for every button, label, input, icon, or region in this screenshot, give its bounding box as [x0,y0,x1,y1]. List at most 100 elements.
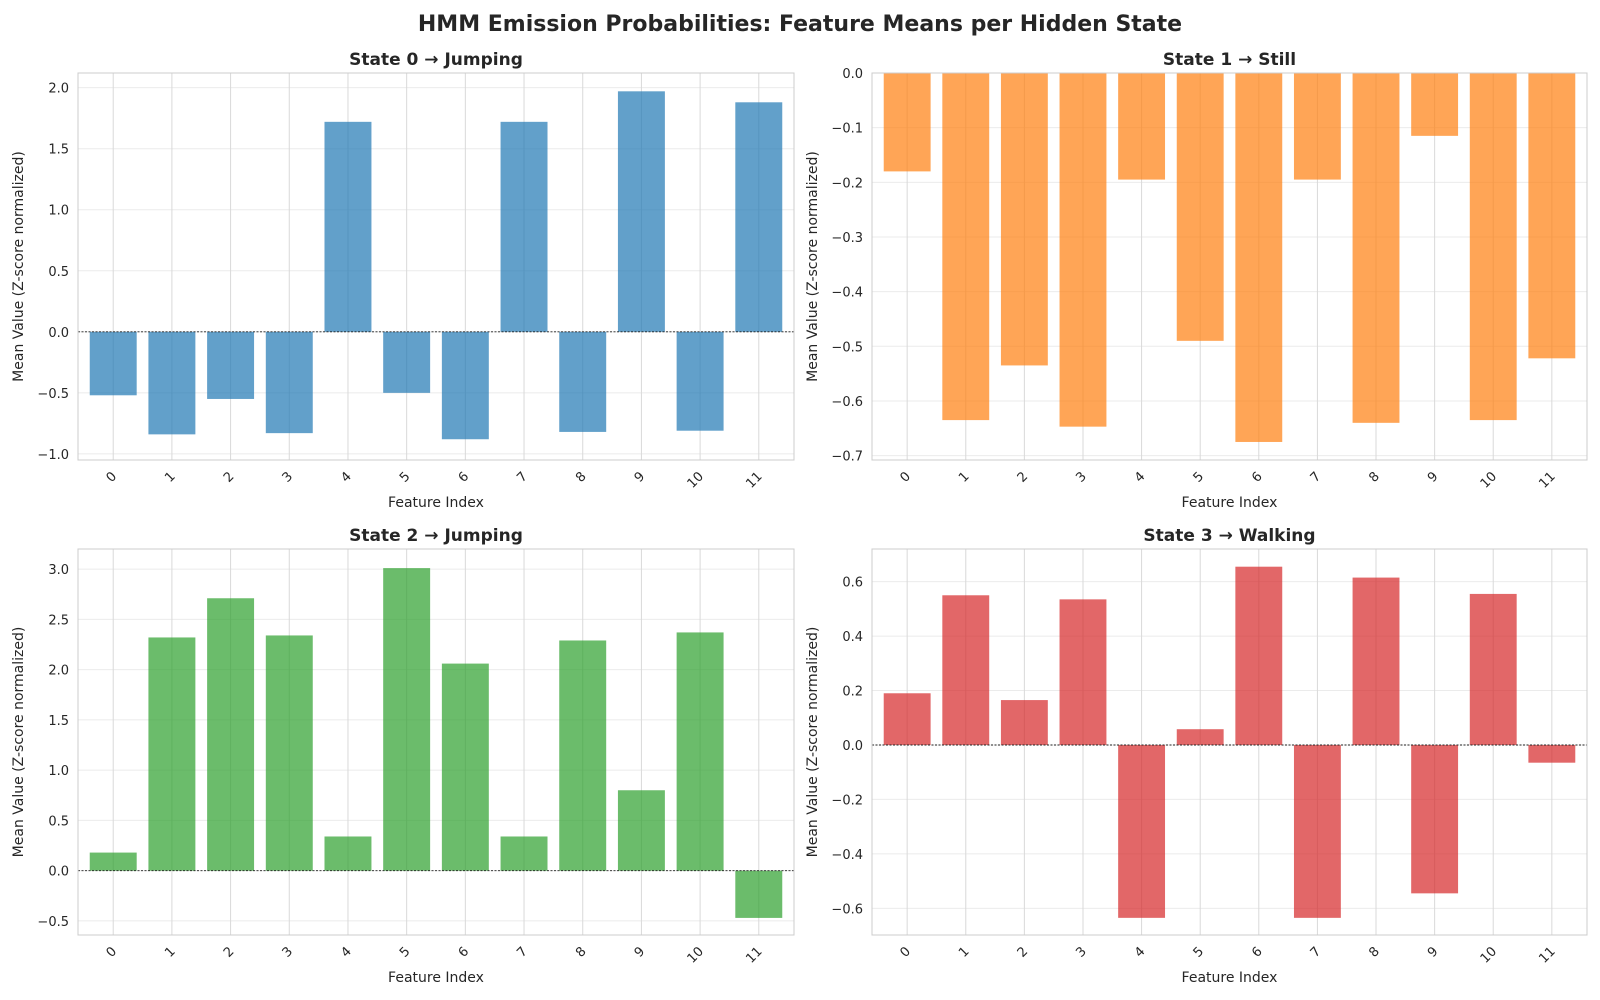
bar-feature-1 [942,73,990,421]
x-tick-label: 8 [573,469,589,485]
bar-feature-6 [1235,73,1283,442]
bar-feature-10 [676,632,724,871]
x-tick-label: 11 [743,469,765,491]
bar-feature-8 [1352,73,1400,423]
bar-feature-4 [1118,73,1166,180]
x-tick-label: 4 [1132,469,1148,485]
x-tick-label: 0 [104,944,120,960]
y-tick-label: 1.5 [48,143,69,158]
bar-feature-5 [1176,73,1224,341]
y-tick-label: 0.5 [48,265,69,280]
y-tick-label: 0.4 [842,630,863,645]
bar-feature-1 [148,331,196,435]
y-tick-label: 1.0 [48,204,69,219]
y-tick-label: 0.0 [48,865,69,880]
bar-feature-3 [265,331,313,434]
x-tick-label: 1 [162,944,178,960]
x-tick-label: 6 [1249,469,1265,485]
bar-feature-2 [207,331,255,399]
x-tick-label: 5 [397,469,413,485]
y-tick-label: −0.4 [831,286,863,301]
y-tick-label: 1.5 [48,714,69,729]
bar-feature-9 [1411,73,1459,136]
y-tick-label: −0.6 [831,395,863,410]
chart-panel-3: −0.6 −0.4 −0.2 0.0 0.2 0.4 0.6 0 1 2 3 4 5 6 7 8 9 10 11 St… [805,526,1588,986]
x-tick-label: 0 [898,469,914,485]
y-tick-label: 0.0 [842,67,863,82]
x-tick-label: 11 [1536,944,1558,966]
x-axis-label: Feature Index [388,495,484,511]
x-tick-label: 4 [338,944,354,960]
x-tick-label: 10 [1478,944,1500,966]
x-tick-label: 8 [573,944,589,960]
y-tick-label: −0.5 [37,915,69,930]
bar-feature-10 [1469,593,1517,745]
x-tick-label: 2 [1015,469,1031,485]
x-tick-label: 11 [743,944,765,966]
y-tick-label: −0.4 [831,848,863,863]
x-tick-label: 6 [1249,944,1265,960]
panel-title: State 2 → Jumping [349,526,523,546]
x-tick-label: 1 [956,469,972,485]
bar-feature-4 [324,836,372,871]
x-tick-label: 0 [104,469,120,485]
bar-feature-11 [1528,744,1576,763]
bar-feature-5 [1176,729,1224,745]
plot-frame [871,548,1588,936]
y-tick-label: 0.6 [842,576,863,591]
panel-title: State 3 → Walking [1143,526,1315,546]
bar-feature-8 [559,640,607,871]
plot-frame [871,72,1588,461]
y-axis-label: Mean Value (Z-score normalized) [11,627,27,858]
x-tick-label: 9 [632,469,648,485]
y-tick-label: −1.0 [37,448,69,463]
x-tick-label: 7 [1308,469,1324,485]
x-axis-label: Feature Index [388,970,484,986]
bar-feature-8 [559,331,607,432]
bar-feature-0 [883,73,931,172]
bar-feature-5 [383,331,431,393]
y-tick-label: 2.0 [48,82,69,97]
y-tick-label: −0.2 [831,793,863,808]
y-tick-label: 0.2 [842,685,863,700]
x-tick-label: 0 [898,944,914,960]
y-tick-label: −0.6 [831,902,863,917]
x-tick-label: 2 [221,469,237,485]
x-tick-label: 2 [221,944,237,960]
bar-feature-0 [883,693,931,745]
x-tick-label: 10 [685,469,707,491]
panel-title: State 1 → Still [1163,50,1296,70]
x-tick-label: 1 [162,469,178,485]
plot-area [872,73,1587,460]
bar-feature-7 [1293,73,1341,180]
bar-feature-6 [1235,566,1283,745]
y-tick-label: −0.3 [831,231,863,246]
y-tick-label: 1.0 [48,764,69,779]
y-tick-label: 2.5 [48,613,69,628]
x-tick-label: 7 [514,469,530,485]
bar-feature-0 [89,331,137,396]
x-tick-label: 4 [1132,944,1148,960]
bar-feature-9 [617,91,665,332]
bar-feature-4 [324,121,372,332]
bar-feature-0 [89,852,137,871]
plot-frame [77,72,795,461]
x-tick-label: 9 [1425,944,1441,960]
x-tick-label: 3 [280,944,296,960]
x-tick-label: 5 [1191,944,1207,960]
chart-panel-1: −0.7 −0.6 −0.5 −0.4 −0.3 −0.2 −0.1 0.0 0 1 2 3 4 5 6 7 8… [805,50,1588,511]
y-tick-label: −0.2 [831,176,863,191]
y-tick-label: 0.0 [48,326,69,341]
y-tick-label: −0.7 [831,450,863,465]
bar-feature-11 [735,102,783,332]
x-tick-label: 7 [1308,944,1324,960]
x-tick-label: 6 [456,944,472,960]
x-tick-label: 3 [1073,469,1089,485]
bar-feature-4 [1118,744,1166,918]
y-axis-label: Mean Value (Z-score normalized) [805,627,821,858]
bar-feature-7 [500,836,548,871]
x-tick-label: 9 [632,944,648,960]
bar-feature-1 [148,637,196,871]
x-tick-label: 8 [1366,469,1382,485]
